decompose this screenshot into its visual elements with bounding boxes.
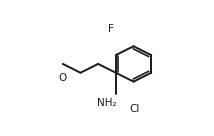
Text: NH₂: NH₂: [97, 98, 116, 108]
Text: F: F: [108, 24, 114, 34]
Text: O: O: [59, 72, 67, 83]
Text: Cl: Cl: [129, 104, 139, 114]
